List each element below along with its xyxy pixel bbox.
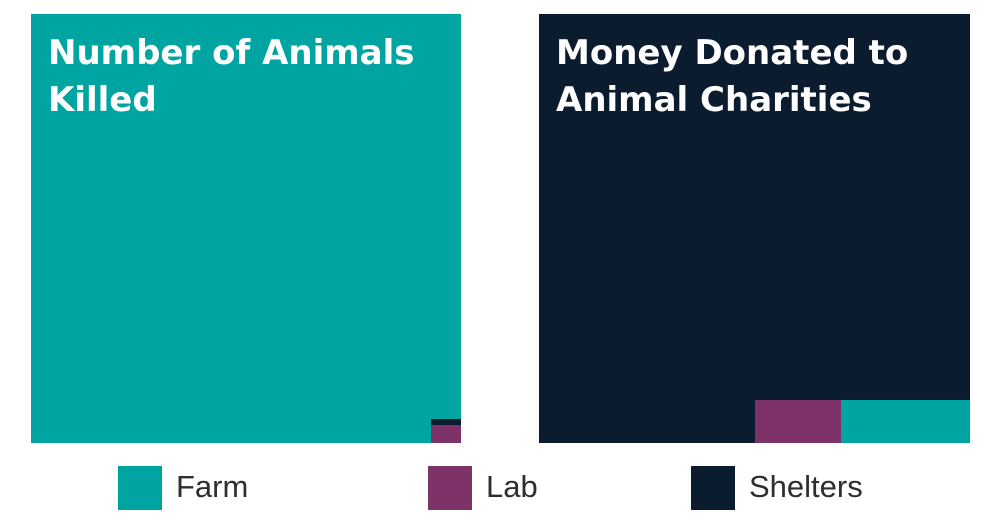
- chart-title-money-donated: Money Donated to Animal Charities: [556, 33, 909, 120]
- treemap-rect-farm: [841, 400, 970, 443]
- legend-label-lab: Lab: [486, 469, 538, 504]
- legend-swatch-farm: [118, 466, 162, 510]
- treemap-rect-shelters: [539, 14, 970, 443]
- legend-label-shelters: Shelters: [749, 469, 863, 504]
- treemap-rect-lab: [431, 425, 461, 443]
- legend-swatch-shelters: [691, 466, 735, 510]
- treemap-rect-lab: [755, 400, 841, 443]
- treemap-money-donated: Money Donated to Animal Charities: [539, 14, 970, 443]
- legend-label-farm: Farm: [176, 469, 249, 504]
- treemap-rect-shelters: [431, 419, 461, 425]
- treemap-rect-farm: [31, 14, 461, 443]
- chart-title-animals-killed: Number of Animals Killed: [48, 33, 415, 120]
- treemap-animals-killed: Number of Animals Killed: [31, 14, 461, 443]
- legend-swatch-lab: [428, 466, 472, 510]
